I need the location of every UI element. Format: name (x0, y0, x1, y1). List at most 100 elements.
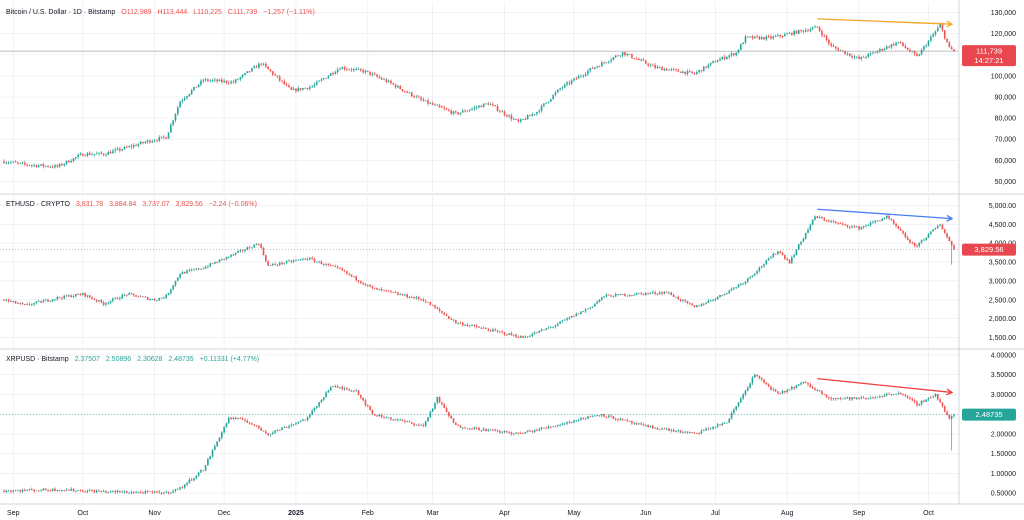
candle-body[interactable] (906, 47, 909, 50)
candle-body[interactable] (139, 491, 142, 493)
candle-body[interactable] (795, 249, 798, 256)
candle-body[interactable] (241, 418, 244, 420)
candle-body[interactable] (714, 299, 717, 301)
candle-body[interactable] (533, 332, 536, 334)
candle-body[interactable] (568, 421, 571, 423)
candle-body[interactable] (556, 323, 559, 326)
candle-body[interactable] (81, 490, 84, 492)
candle-body[interactable] (26, 303, 28, 305)
candle-body[interactable] (772, 36, 775, 39)
candle-body[interactable] (559, 88, 561, 90)
candle-body[interactable] (107, 491, 110, 493)
candle-body[interactable] (885, 393, 888, 396)
candle-body[interactable] (33, 489, 35, 492)
candle-body[interactable] (860, 227, 863, 230)
candle-body[interactable] (654, 292, 656, 294)
candle-body[interactable] (545, 328, 548, 330)
candle-body[interactable] (552, 426, 554, 428)
candle-body[interactable] (373, 414, 376, 416)
candle-body[interactable] (598, 66, 601, 68)
candle-body[interactable] (760, 37, 763, 40)
candle-body[interactable] (380, 414, 383, 418)
candle-body[interactable] (936, 27, 939, 32)
candle-body[interactable] (772, 253, 775, 258)
candle-body[interactable] (93, 154, 96, 155)
candle-body[interactable] (512, 119, 515, 120)
candle-body[interactable] (693, 305, 696, 308)
candle-body[interactable] (853, 226, 856, 228)
candle-body[interactable] (624, 419, 626, 421)
candle-body[interactable] (763, 379, 765, 383)
candle-body[interactable] (582, 417, 585, 420)
candle-body[interactable] (315, 261, 318, 263)
candle-body[interactable] (573, 420, 575, 423)
candle-body[interactable] (709, 62, 712, 65)
candle-body[interactable] (223, 80, 225, 82)
candle-body[interactable] (756, 36, 758, 38)
candle-body[interactable] (638, 423, 640, 425)
candle-body[interactable] (158, 137, 161, 141)
candle-body[interactable] (494, 105, 497, 107)
candle-body[interactable] (524, 336, 527, 338)
candle-body[interactable] (188, 479, 191, 483)
candle-body[interactable] (288, 425, 290, 428)
candle-body[interactable] (800, 241, 802, 245)
candle-body[interactable] (290, 87, 293, 90)
candle-body[interactable] (591, 68, 594, 69)
candle-body[interactable] (728, 418, 731, 423)
candle-body[interactable] (86, 490, 89, 492)
candle-body[interactable] (837, 48, 839, 51)
candle-body[interactable] (383, 289, 385, 291)
candle-body[interactable] (689, 302, 691, 304)
candle-body[interactable] (561, 320, 564, 322)
candle-body[interactable] (417, 96, 420, 98)
candle-body[interactable] (128, 492, 130, 494)
candle-body[interactable] (241, 74, 244, 78)
candle-body[interactable] (170, 289, 172, 294)
candle-body[interactable] (645, 293, 647, 295)
candle-body[interactable] (883, 217, 886, 219)
candle-body[interactable] (207, 459, 209, 466)
candle-body[interactable] (130, 491, 133, 493)
candle-body[interactable] (902, 230, 904, 234)
candle-body[interactable] (855, 397, 858, 399)
candle-body[interactable] (594, 303, 596, 307)
candle-body[interactable] (570, 315, 573, 318)
candle-body[interactable] (925, 399, 928, 402)
candle-body[interactable] (793, 255, 795, 258)
candle-body[interactable] (410, 422, 413, 424)
candle-body[interactable] (522, 336, 524, 338)
candle-body[interactable] (788, 260, 791, 264)
candle-body[interactable] (281, 80, 283, 82)
candle-body[interactable] (503, 430, 506, 433)
candle-body[interactable] (753, 36, 756, 39)
candle-body[interactable] (744, 390, 747, 395)
candle-body[interactable] (642, 59, 645, 61)
candle-body[interactable] (123, 294, 126, 296)
candle-body[interactable] (682, 71, 684, 73)
candle-body[interactable] (91, 297, 93, 299)
candle-body[interactable] (851, 55, 853, 58)
candle-body[interactable] (677, 69, 680, 72)
candle-body[interactable] (91, 154, 93, 156)
candle-body[interactable] (568, 317, 571, 319)
candle-body[interactable] (399, 294, 402, 296)
candle-body[interactable] (415, 96, 418, 98)
candle-body[interactable] (950, 47, 953, 50)
candle-body[interactable] (689, 432, 691, 434)
candle-body[interactable] (341, 268, 344, 271)
candle-body[interactable] (459, 425, 462, 428)
candle-body[interactable] (672, 429, 675, 432)
candle-body[interactable] (348, 273, 351, 275)
candle-body[interactable] (751, 275, 754, 277)
candle-body[interactable] (234, 417, 237, 420)
candle-body[interactable] (246, 247, 249, 250)
candle-body[interactable] (603, 62, 605, 64)
candle-body[interactable] (387, 290, 390, 292)
candle-body[interactable] (116, 490, 119, 493)
candle-body[interactable] (267, 433, 269, 435)
candle-body[interactable] (14, 161, 17, 163)
candle-body[interactable] (179, 274, 181, 278)
candle-body[interactable] (271, 71, 274, 75)
candle-body[interactable] (267, 66, 269, 70)
